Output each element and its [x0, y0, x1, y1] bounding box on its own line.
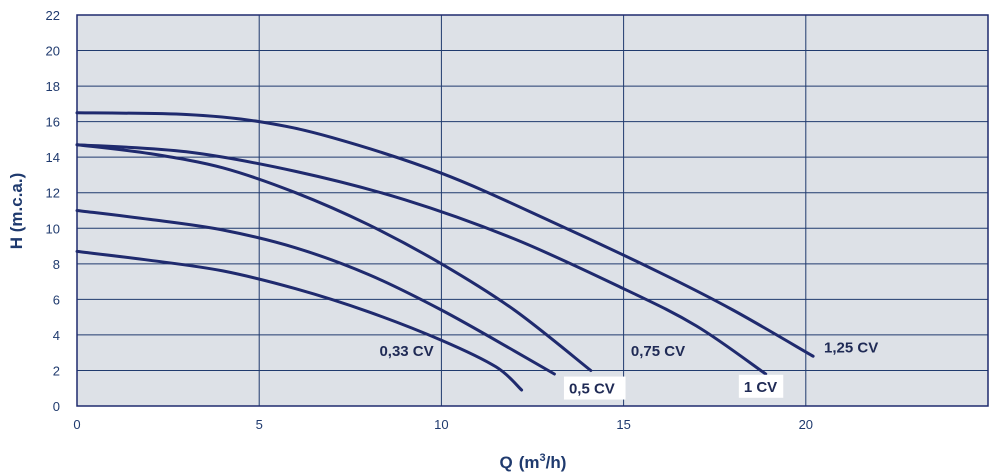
y-tick-label: 0 [53, 399, 60, 414]
label-0-33-cv: 0,33 CV [379, 343, 433, 360]
series-curves [75, 111, 815, 392]
curve-0-5-cv [75, 209, 556, 376]
label-1-cv: 1 CV [738, 374, 784, 398]
x-axis-symbol: Q [500, 453, 513, 472]
series-labels: 0,33 CV 0,5 CV 0,75 CV 1 CV 1,25 CV [379, 340, 878, 400]
label-0-75-cv: 0,75 CV [631, 343, 685, 360]
y-tick-label: 22 [46, 8, 60, 23]
label-text-1-25-cv: 1,25 CV [824, 340, 878, 357]
curve-0-33-cv [75, 249, 524, 392]
y-tick-label: 6 [53, 292, 60, 307]
x-axis-unit-end: /h) [546, 453, 567, 472]
y-tick-label: 10 [46, 221, 60, 236]
x-tick-labels: 0 5 10 15 20 [73, 417, 813, 432]
y-tick-label: 14 [46, 150, 60, 165]
x-tick-label: 5 [256, 417, 263, 432]
curve-0-75-cv [75, 143, 593, 372]
x-tick-label: 0 [73, 417, 80, 432]
y-tick-label: 20 [46, 44, 60, 59]
label-text-1-cv: 1 CV [744, 379, 777, 396]
y-tick-label: 18 [46, 79, 60, 94]
y-tick-labels: 0 2 4 6 8 10 12 14 16 18 20 22 [46, 8, 60, 414]
plot-area [77, 15, 988, 406]
label-box-0-5-cv [563, 376, 626, 400]
x-axis-unit-base: (m [519, 453, 540, 472]
curve-1-25-cv [75, 111, 815, 358]
curve-1-cv [75, 143, 768, 376]
y-axis-title: H (m.c.a.) [7, 173, 26, 250]
y-tick-label: 8 [53, 257, 60, 272]
x-axis-title: Q (m3/h) [500, 452, 567, 472]
y-tick-label: 16 [46, 115, 60, 130]
x-tick-label: 15 [616, 417, 630, 432]
y-tick-label: 12 [46, 186, 60, 201]
label-text-0-5-cv: 0,5 CV [569, 381, 615, 398]
y-tick-label: 4 [53, 328, 60, 343]
x-tick-label: 10 [434, 417, 448, 432]
label-text-0-75-cv: 0,75 CV [631, 343, 685, 360]
label-0-5-cv: 0,5 CV [563, 376, 626, 400]
label-1-25-cv: 1,25 CV [824, 340, 878, 357]
x-axis-unit-sup: 3 [540, 452, 546, 464]
label-box-1-cv [738, 374, 784, 398]
x-tick-label: 20 [799, 417, 813, 432]
y-tick-label: 2 [53, 363, 60, 378]
label-text-0-33-cv: 0,33 CV [379, 343, 433, 360]
